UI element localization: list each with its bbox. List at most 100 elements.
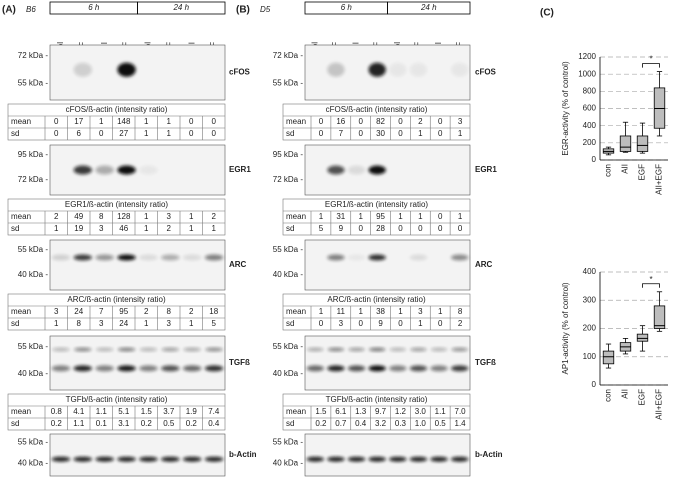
- band: [183, 456, 202, 462]
- table-cell: sd: [11, 129, 19, 138]
- table-cell: 1: [99, 117, 104, 126]
- table-cell: 1.4: [455, 419, 467, 428]
- table-title: cFOS/ß-actin (intensity ratio): [66, 105, 168, 114]
- table-cell: 0: [54, 117, 59, 126]
- protein-name: cFOS: [229, 68, 251, 77]
- table-frame: [7, 293, 226, 331]
- table-cell: 0: [189, 129, 194, 138]
- x-tick-label: AII+EGF: [655, 164, 664, 195]
- table-cell: 1: [418, 129, 423, 138]
- marker-label: 55 kDa -: [273, 245, 304, 254]
- band: [327, 456, 345, 462]
- table-cell: 148: [117, 117, 131, 126]
- blot: [49, 433, 226, 477]
- band: [409, 365, 428, 372]
- table-cell: 3: [167, 212, 172, 221]
- table-frame: [282, 393, 471, 431]
- time-header-box: [137, 1, 226, 15]
- box: [636, 333, 649, 342]
- table-cell: 3.0: [415, 407, 427, 416]
- table-cell: 128: [117, 212, 131, 221]
- table-cell: mean: [11, 212, 31, 221]
- marker-label: 55 kDa -: [273, 342, 304, 351]
- y-tick-label: 0: [592, 380, 597, 389]
- y-tick-label: 400: [583, 267, 597, 276]
- band: [410, 347, 427, 352]
- band: [117, 254, 136, 261]
- band: [139, 365, 158, 372]
- table-cell: 4.1: [73, 407, 85, 416]
- table-cell: 0: [319, 129, 324, 138]
- table-cell: mean: [11, 117, 31, 126]
- panel-label: (A): [2, 5, 16, 16]
- table-cell: 3.1: [118, 419, 130, 428]
- table-cell: 30: [376, 129, 385, 138]
- table-cell: 1.2: [395, 407, 407, 416]
- protein-name: EGR1: [229, 165, 251, 174]
- band: [117, 456, 136, 462]
- table-cell: 1: [144, 129, 149, 138]
- table-cell: 1: [319, 307, 324, 316]
- table-cell: 2: [418, 117, 423, 126]
- band: [95, 456, 114, 462]
- table-cell: 0.1: [96, 419, 108, 428]
- table-cell: 0.2: [186, 419, 198, 428]
- band: [347, 165, 366, 175]
- table-frame: [7, 103, 226, 141]
- table-cell: 82: [376, 117, 385, 126]
- table-cell: 1: [418, 212, 423, 221]
- table-cell: 1.1: [96, 407, 108, 416]
- table-cell: 0: [438, 129, 443, 138]
- table-cell: 6: [77, 129, 82, 138]
- band: [430, 456, 448, 462]
- band: [117, 165, 136, 175]
- blot: [49, 239, 226, 291]
- table-cell: 3: [99, 319, 104, 328]
- table-cell: 24: [119, 319, 128, 328]
- table-cell: sd: [286, 419, 294, 428]
- box: [602, 350, 615, 365]
- protein-name: cFOS: [475, 68, 497, 77]
- band: [51, 365, 71, 372]
- table-cell: 6.1: [335, 407, 347, 416]
- table-cell: 0.8: [51, 407, 63, 416]
- table-cell: mean: [286, 307, 306, 316]
- band: [451, 365, 469, 372]
- table-cell: 1: [144, 319, 149, 328]
- band: [139, 254, 158, 261]
- table-cell: 0: [358, 129, 363, 138]
- x-tick-label: AII: [621, 389, 630, 399]
- table-cell: 1: [189, 224, 194, 233]
- marker-label: 40 kDa -: [273, 270, 304, 279]
- table-cell: 8: [77, 319, 82, 328]
- band: [368, 165, 386, 175]
- band: [73, 165, 92, 175]
- table-cell: 7.0: [455, 407, 467, 416]
- marker-label: 55 kDa -: [18, 245, 49, 254]
- marker-label: 40 kDa -: [18, 270, 49, 279]
- band: [204, 456, 224, 462]
- table-cell: mean: [11, 407, 31, 416]
- band: [327, 365, 345, 372]
- table-cell: 3: [54, 307, 59, 316]
- table-cell: 8: [99, 212, 104, 221]
- table-cell: 2: [167, 224, 172, 233]
- table-cell: 0: [438, 117, 443, 126]
- protein-name: b-Actin: [475, 450, 503, 459]
- band: [204, 365, 224, 372]
- table-cell: 0: [358, 319, 363, 328]
- table-cell: 3: [458, 117, 463, 126]
- protein-name: EGR1: [475, 165, 497, 174]
- table-frame: [282, 103, 471, 141]
- table-cell: 1.5: [315, 407, 327, 416]
- table-cell: mean: [286, 212, 306, 221]
- box: [619, 135, 632, 152]
- marker-label: 95 kDa -: [18, 150, 49, 159]
- significance-bracket: [642, 63, 660, 68]
- table-cell: 1: [54, 319, 59, 328]
- marker-label: 40 kDa -: [273, 459, 304, 468]
- marker-label: 55 kDa -: [273, 438, 304, 447]
- table-cell: 0: [212, 117, 217, 126]
- table-cell: 0: [212, 129, 217, 138]
